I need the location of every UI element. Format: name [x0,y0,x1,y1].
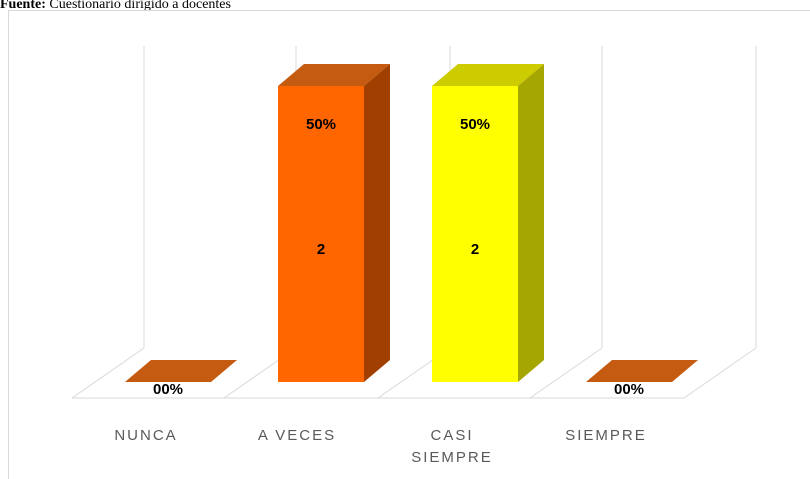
bar-top-face [278,64,390,86]
chart-category-labels: NUNCA A VECES CASI SIEMPRE SIEMPRE [114,427,647,466]
bar-side-face [364,64,390,382]
bar-top-face [432,64,544,86]
percent-label: 00% [153,381,183,398]
bar-siempre [586,360,698,382]
source-prefix: Fuente: [0,0,46,12]
count-label: 2 [317,241,325,258]
bar-side-face [518,64,544,382]
percent-label: 00% [614,381,644,398]
count-label: 2 [471,241,479,258]
floor-diagonal-0 [71,347,145,399]
category-label: CASI [430,427,473,444]
bar-flat-slab [586,360,698,382]
floor-diagonal-3 [529,347,603,399]
chart-bars [125,64,698,382]
category-label: A VECES [258,427,336,444]
bar-flat-slab [125,360,237,382]
bar-front-face [278,86,364,382]
bar-front-face [432,86,518,382]
chart-source: Fuente: Cuestionario dirigido a docentes [0,0,231,13]
source-text: Cuestionario dirigido a docentes [45,0,231,12]
chart-data-labels: 00% 50% 2 50% 2 00% [153,116,644,398]
category-label: SIEMPRE [565,427,647,444]
category-label: NUNCA [114,427,177,444]
chart-floor [71,46,757,399]
floor-diagonal-4 [683,347,757,399]
bar-nunca [125,360,237,382]
bar-a-veces [278,64,390,382]
percent-label: 50% [306,116,336,133]
chart-frame [8,10,810,479]
category-label: SIEMPRE [411,449,493,466]
percent-label: 50% [460,116,490,133]
bar-casi-siempre [432,64,544,382]
